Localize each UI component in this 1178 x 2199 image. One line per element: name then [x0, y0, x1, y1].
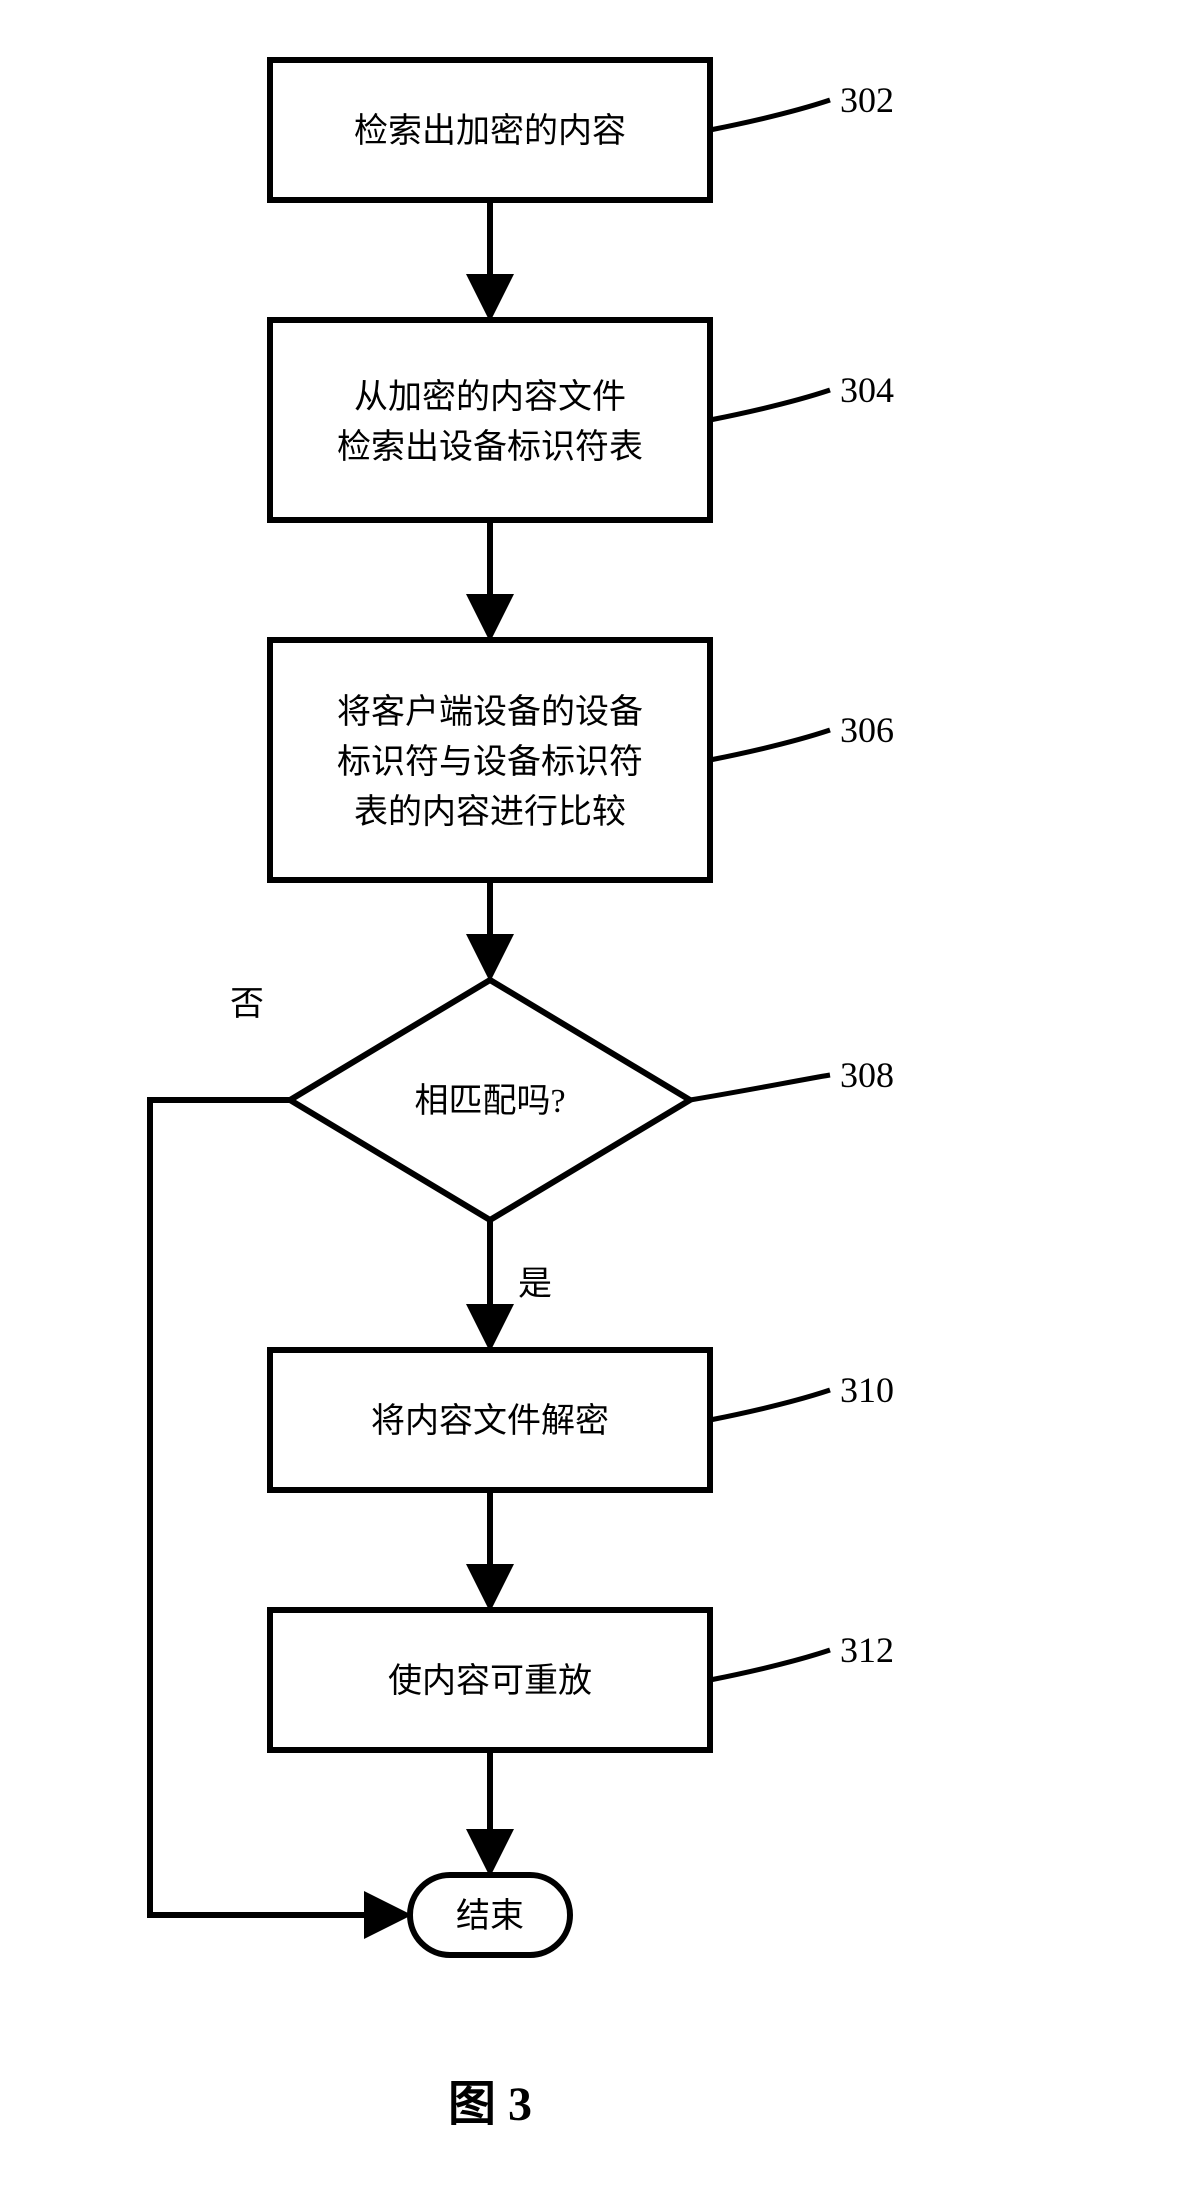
node-302-text: 检索出加密的内容 — [354, 112, 626, 150]
ref-308: 308 — [690, 1055, 894, 1100]
edge-308-end-no — [150, 1100, 400, 1915]
branch-no-label: 否 — [230, 986, 264, 1023]
ref-312: 312 — [710, 1630, 894, 1680]
node-306: 将客户端设备的设备 标识符与设备标识符 表的内容进行比较 — [270, 640, 710, 880]
node-310: 将内容文件解密 — [270, 1350, 710, 1490]
branch-yes-label: 是 — [518, 1266, 552, 1303]
node-310-text: 将内容文件解密 — [371, 1402, 609, 1440]
figure-caption: 图 3 — [448, 2078, 532, 2131]
node-302: 检索出加密的内容 — [270, 60, 710, 200]
ref-312-text: 312 — [840, 1630, 894, 1670]
node-312-text: 使内容可重放 — [388, 1662, 592, 1700]
ref-302: 302 — [710, 80, 894, 130]
ref-304: 304 — [710, 370, 894, 420]
node-end: 结束 — [410, 1875, 570, 1955]
node-312: 使内容可重放 — [270, 1610, 710, 1750]
ref-310-text: 310 — [840, 1370, 894, 1410]
node-308-text: 相匹配吗? — [414, 1082, 565, 1120]
node-308: 相匹配吗? — [290, 980, 690, 1220]
ref-306: 306 — [710, 710, 894, 760]
flowchart-svg: 检索出加密的内容 302 从加密的内容文件 检索出设备标识符表 304 将客户端… — [0, 0, 1178, 2199]
node-end-text: 结束 — [456, 1897, 524, 1935]
ref-310: 310 — [710, 1370, 894, 1420]
ref-302-text: 302 — [840, 80, 894, 120]
ref-306-text: 306 — [840, 710, 894, 750]
node-304-line1: 从加密的内容文件 — [354, 378, 626, 416]
ref-304-text: 304 — [840, 370, 894, 410]
node-304: 从加密的内容文件 检索出设备标识符表 — [270, 320, 710, 520]
node-306-line2: 标识符与设备标识符 — [337, 743, 643, 781]
node-306-line3: 表的内容进行比较 — [354, 793, 626, 831]
ref-308-text: 308 — [840, 1055, 894, 1095]
node-306-line1: 将客户端设备的设备 — [337, 693, 643, 731]
node-304-line2: 检索出设备标识符表 — [337, 428, 643, 466]
